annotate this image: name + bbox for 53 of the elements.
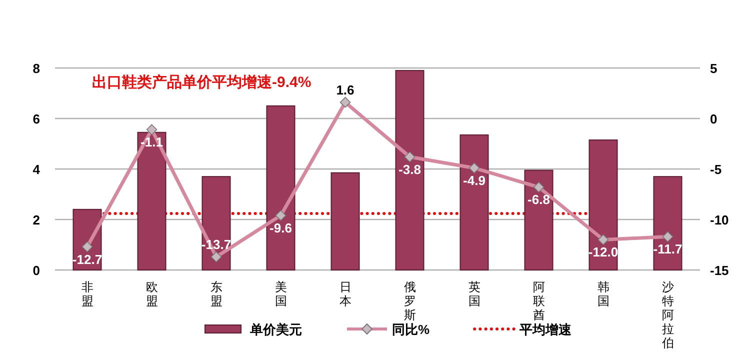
y-tick-label: 2 <box>32 212 40 228</box>
point <box>404 151 416 162</box>
data-label: -12.7 <box>72 252 102 267</box>
point <box>662 231 674 242</box>
point <box>146 124 158 136</box>
data-label: -4.9 <box>463 172 486 188</box>
point <box>468 162 480 174</box>
point <box>82 241 93 252</box>
x-tick-label: 美国 <box>274 280 287 308</box>
legend-label: 平均增速 <box>518 322 573 337</box>
point <box>340 96 351 108</box>
chart-title: 出口鞋类产品单价平均增速-9.4% <box>92 74 312 91</box>
data-label: 1.6 <box>336 82 354 98</box>
bar <box>524 170 554 270</box>
point <box>210 251 222 262</box>
x-tick-label: 英国 <box>468 280 480 308</box>
data-label: -6.8 <box>528 192 550 208</box>
x-tick-label: 非盟 <box>81 280 94 308</box>
point <box>533 182 544 193</box>
x-tick-label: 欧盟 <box>146 280 158 308</box>
y-tick-label: 8 <box>32 61 40 76</box>
y2-tick-label: -10 <box>710 212 729 228</box>
x-tick-label: 俄罗斯 <box>404 280 416 322</box>
bar <box>588 139 618 270</box>
bar <box>202 176 231 270</box>
y-tick-label: 6 <box>32 112 40 126</box>
legend-label: 同比% <box>392 322 430 337</box>
y2-tick-label: 5 <box>710 61 718 76</box>
bar <box>137 132 166 270</box>
y2-tick-label: -15 <box>710 263 729 278</box>
data-label: -11.7 <box>653 242 682 257</box>
point <box>275 210 286 221</box>
data-label: -3.8 <box>398 162 421 177</box>
data-label: -9.6 <box>270 220 292 236</box>
x-tick-label: 东盟 <box>210 280 222 308</box>
data-label: -1.1 <box>140 134 163 150</box>
bar <box>266 105 296 270</box>
bar <box>653 176 682 270</box>
x-tick-label: 日本 <box>339 280 352 308</box>
data-label: -13.7 <box>201 236 232 252</box>
bar <box>460 134 489 270</box>
y-tick-label: 0 <box>32 263 40 278</box>
point <box>598 234 609 246</box>
bar <box>395 70 424 270</box>
y2-tick-label: 0 <box>710 112 718 126</box>
x-tick-label: 沙特阿拉伯 <box>660 280 674 350</box>
y-tick-label: 4 <box>32 162 41 177</box>
x-tick-label: 韩国 <box>597 280 610 308</box>
y2-tick-label: -5 <box>710 162 722 177</box>
x-tick-label: 阿联酋 <box>532 280 545 322</box>
data-label: -12.0 <box>588 244 618 260</box>
bar <box>330 172 360 270</box>
legend-label: 单价美元 <box>249 322 302 337</box>
